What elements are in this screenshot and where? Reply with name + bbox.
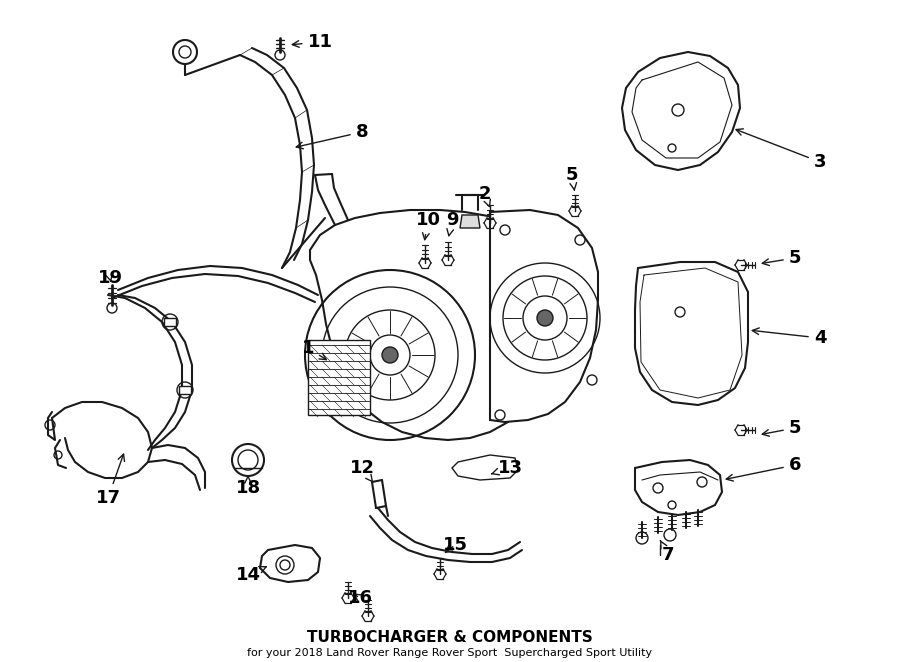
Polygon shape xyxy=(460,215,480,228)
Text: TURBOCHARGER & COMPONENTS: TURBOCHARGER & COMPONENTS xyxy=(307,630,593,645)
Polygon shape xyxy=(260,545,320,582)
Polygon shape xyxy=(164,318,176,326)
Polygon shape xyxy=(635,460,722,515)
Text: 14: 14 xyxy=(236,566,266,584)
Polygon shape xyxy=(635,262,748,405)
Text: 8: 8 xyxy=(296,123,368,149)
Text: 1: 1 xyxy=(302,339,327,359)
Text: 5: 5 xyxy=(762,249,801,267)
Polygon shape xyxy=(179,386,191,394)
Text: 11: 11 xyxy=(292,33,332,51)
Circle shape xyxy=(382,347,398,363)
Text: 13: 13 xyxy=(491,459,523,477)
Circle shape xyxy=(537,310,553,326)
Polygon shape xyxy=(310,210,562,440)
Text: 18: 18 xyxy=(236,476,261,497)
Text: 12: 12 xyxy=(349,459,374,482)
Text: 5: 5 xyxy=(762,419,801,437)
Text: 4: 4 xyxy=(752,328,826,347)
Text: 10: 10 xyxy=(416,211,440,240)
Polygon shape xyxy=(452,455,518,480)
Text: 15: 15 xyxy=(443,536,467,554)
Text: 5: 5 xyxy=(566,166,578,190)
Text: 7: 7 xyxy=(661,541,674,564)
Text: 6: 6 xyxy=(726,456,801,481)
Polygon shape xyxy=(308,340,370,415)
Text: 16: 16 xyxy=(347,589,373,607)
Text: 19: 19 xyxy=(97,269,122,287)
Text: 9: 9 xyxy=(446,211,458,236)
Text: 17: 17 xyxy=(95,454,124,507)
Text: for your 2018 Land Rover Range Rover Sport  Supercharged Sport Utility: for your 2018 Land Rover Range Rover Spo… xyxy=(248,648,652,658)
Text: 2: 2 xyxy=(479,185,491,207)
Polygon shape xyxy=(622,52,740,170)
Text: 3: 3 xyxy=(736,129,826,171)
Polygon shape xyxy=(490,210,598,422)
